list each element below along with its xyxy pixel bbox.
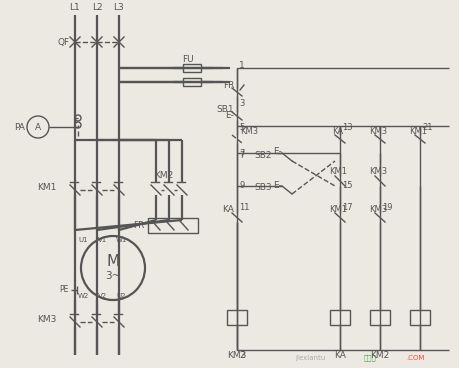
Text: M: M bbox=[106, 255, 119, 269]
Text: FU: FU bbox=[182, 56, 194, 64]
Text: E-: E- bbox=[273, 148, 282, 156]
Text: V1: V1 bbox=[98, 237, 107, 243]
Text: E-: E- bbox=[225, 112, 234, 120]
Text: 17: 17 bbox=[342, 204, 353, 212]
Text: 19: 19 bbox=[382, 204, 392, 212]
Text: W2: W2 bbox=[78, 293, 89, 299]
Text: L2: L2 bbox=[92, 3, 102, 12]
Text: 3: 3 bbox=[239, 99, 244, 109]
Text: KM1: KM1 bbox=[38, 184, 57, 192]
Text: SB3: SB3 bbox=[254, 184, 272, 192]
Text: 11: 11 bbox=[239, 204, 250, 212]
Text: 7: 7 bbox=[239, 149, 244, 159]
Text: KM3: KM3 bbox=[38, 315, 57, 325]
Bar bbox=[330, 310, 350, 325]
Text: KM3: KM3 bbox=[369, 127, 387, 137]
Text: 9: 9 bbox=[239, 181, 244, 191]
Text: KM2: KM2 bbox=[154, 171, 173, 180]
Text: 2: 2 bbox=[239, 350, 245, 360]
Text: 21: 21 bbox=[422, 124, 432, 132]
Text: 3~: 3~ bbox=[105, 271, 121, 281]
Text: FR: FR bbox=[223, 81, 234, 91]
Text: .COM: .COM bbox=[406, 355, 424, 361]
Text: W1: W1 bbox=[115, 237, 127, 243]
Text: 5: 5 bbox=[239, 123, 244, 131]
Text: KM1: KM1 bbox=[329, 205, 347, 213]
Text: U2: U2 bbox=[116, 293, 126, 299]
Text: KM1: KM1 bbox=[409, 127, 427, 137]
Bar bbox=[148, 218, 198, 233]
Text: KA: KA bbox=[222, 205, 234, 213]
Text: jiexiantu: jiexiantu bbox=[295, 355, 325, 361]
Text: SB1: SB1 bbox=[216, 105, 234, 113]
Text: KA: KA bbox=[334, 351, 346, 361]
Text: 接线图: 接线图 bbox=[364, 355, 376, 361]
Text: A: A bbox=[35, 123, 41, 131]
Text: KA: KA bbox=[332, 127, 344, 137]
Text: 15: 15 bbox=[342, 181, 353, 191]
Text: PE: PE bbox=[60, 286, 69, 294]
Bar bbox=[183, 78, 201, 86]
Bar bbox=[410, 310, 430, 325]
Text: 7: 7 bbox=[239, 151, 244, 159]
Text: PA: PA bbox=[14, 123, 25, 131]
Text: KM3: KM3 bbox=[227, 351, 246, 361]
Text: KM3: KM3 bbox=[369, 167, 387, 177]
Text: L1: L1 bbox=[70, 3, 80, 12]
Bar bbox=[183, 64, 201, 72]
Bar bbox=[370, 310, 390, 325]
Text: KM1: KM1 bbox=[329, 167, 347, 177]
Text: QF: QF bbox=[57, 38, 69, 46]
Text: SB2: SB2 bbox=[254, 151, 272, 159]
Text: 13: 13 bbox=[342, 124, 353, 132]
Text: KM3: KM3 bbox=[369, 205, 387, 213]
Text: FR: FR bbox=[134, 220, 145, 230]
Text: V2: V2 bbox=[98, 293, 107, 299]
Bar bbox=[227, 310, 247, 325]
Text: U1: U1 bbox=[78, 237, 88, 243]
Text: L3: L3 bbox=[114, 3, 124, 12]
Text: 1: 1 bbox=[239, 60, 245, 70]
Text: KM3: KM3 bbox=[240, 127, 258, 137]
Text: E-: E- bbox=[273, 181, 282, 191]
Text: KM2: KM2 bbox=[370, 351, 390, 361]
